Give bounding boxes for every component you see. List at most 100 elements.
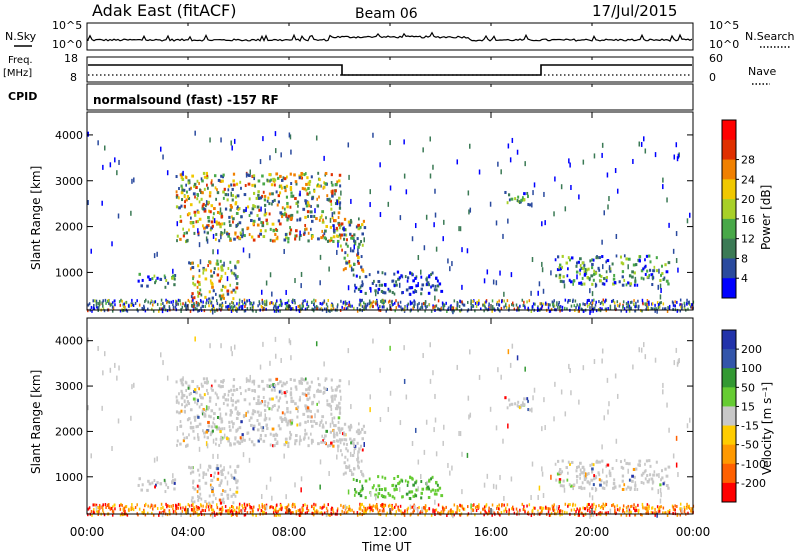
power-cell [642,302,644,306]
power-cell [279,303,282,307]
freq-right-tick-bottom: 0 [709,71,716,84]
velocity-cell [325,387,328,391]
power-cell [499,270,501,276]
power-cell [361,309,364,313]
velocity-cell [112,510,115,514]
power-cell [485,300,487,304]
velocity-cell [194,511,196,515]
power-cell [672,303,675,307]
power-cell [244,305,246,309]
power-cell [186,304,188,308]
power-cell [274,233,277,237]
velocity-cell [353,444,356,448]
velocity-cell [434,499,436,505]
power-cell [429,173,432,179]
power-cell [394,309,396,313]
power-cell [172,274,175,278]
power-cell [353,289,356,293]
power-cell [225,305,227,309]
velocity-cell [280,391,283,395]
velocity-cell [414,481,417,485]
velocity-cell [301,510,303,514]
velocity-cell [202,475,205,479]
power-cell [211,307,213,311]
velocity-cell [156,506,159,510]
power-cell [243,193,247,197]
colorbar-tick-label: 15 [741,400,755,413]
power-cell [213,271,216,275]
velocity-cell [578,486,581,490]
power-cell [207,224,210,228]
power-cell [175,175,178,179]
velocity-cell [183,400,186,404]
power-cell [174,305,177,309]
power-cell [235,182,239,186]
power-cell [134,301,137,305]
velocity-cell [186,395,188,399]
velocity-cell [279,380,282,384]
power-cell [594,282,597,288]
velocity-cell [289,391,293,395]
power-cell [633,302,635,306]
power-cell [272,306,275,310]
power-cell [433,288,436,292]
power-cell [250,302,253,306]
velocity-cell [593,474,596,478]
power-cell [290,307,293,311]
power-cell [267,196,270,200]
power-cell [289,186,293,190]
power-cell [156,251,158,257]
power-cell [647,301,650,305]
velocity-cell [196,402,199,406]
velocity-cell [233,508,236,512]
velocity-cell [485,504,487,508]
power-cell [218,239,221,243]
power-cell [290,182,293,186]
velocity-cell [205,430,209,434]
velocity-cell [223,433,226,439]
velocity-cell [326,399,329,403]
velocity-cell [238,509,241,513]
power-cell [206,231,210,235]
power-cell [348,223,352,227]
power-cell [377,306,380,310]
velocity-cell [207,505,210,509]
velocity-cell [175,506,177,510]
colorbar-swatch [722,330,736,350]
velocity-cell [427,495,431,499]
power-cell [318,195,320,199]
velocity-cell [226,437,229,441]
velocity-cell [153,457,156,463]
velocity-cell [382,509,385,513]
velocity-cell [322,390,326,394]
power-cell [304,299,306,303]
velocity-cell [273,403,276,407]
power-cell [258,302,261,306]
velocity-cell [433,492,436,496]
velocity-cell [256,428,260,432]
power-cell [555,274,558,278]
power-cell [175,300,178,304]
velocity-cell [198,473,201,477]
velocity-cell [593,502,595,506]
velocity-cell [320,440,323,444]
power-cell [350,198,352,204]
velocity-cell [215,402,218,406]
velocity-cell [233,442,236,446]
velocity-cell [238,441,242,445]
x-tick-label: 20:00 [575,525,610,539]
power-cell [268,202,271,206]
velocity-cell [211,500,214,504]
power-cell [437,299,440,303]
velocity-cell [220,380,223,384]
power-cell [542,288,545,294]
power-cell [359,285,362,289]
power-cell [366,302,369,306]
velocity-cell [674,504,676,508]
power-cell [575,261,579,265]
power-cell [348,260,351,264]
colorbar-swatch [722,139,736,161]
velocity-cell [604,504,606,508]
power-cell [583,303,586,307]
power-cell [229,306,232,310]
